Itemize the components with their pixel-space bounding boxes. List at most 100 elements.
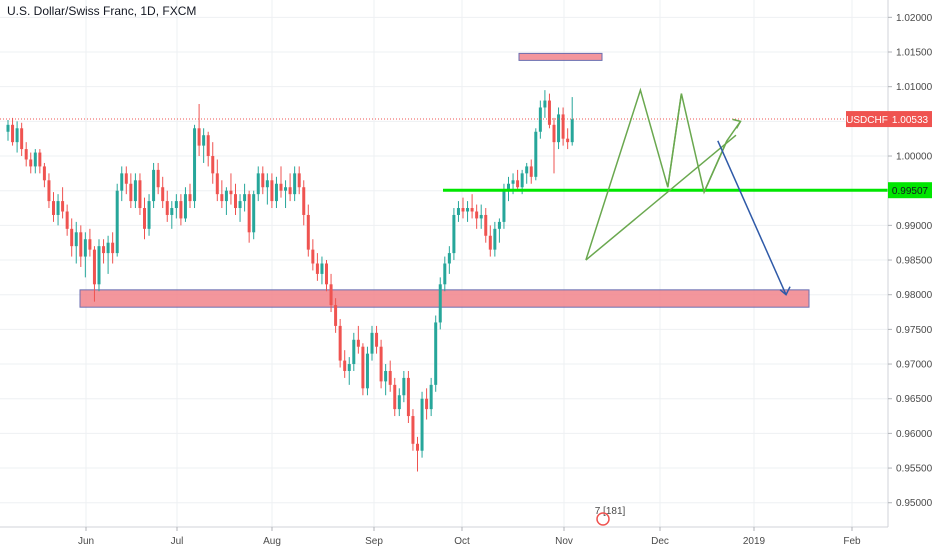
projection-arrow xyxy=(717,140,787,296)
candle-down xyxy=(129,183,133,202)
candle-up xyxy=(365,353,369,389)
candle-down xyxy=(29,159,33,167)
price-tick-label: 0.96500 xyxy=(896,394,932,405)
support-price-tag-text: 0.99507 xyxy=(892,186,929,197)
candle-up xyxy=(511,180,515,184)
price-tick-label: 0.96000 xyxy=(896,429,932,440)
chart-grid xyxy=(0,0,888,527)
candle-down xyxy=(79,232,83,257)
candle-down xyxy=(220,194,224,202)
candle-up xyxy=(543,100,547,108)
candle-up xyxy=(397,395,401,410)
candle-down xyxy=(302,187,306,215)
candle-up xyxy=(170,208,174,215)
candle-down xyxy=(261,173,265,188)
candle-up xyxy=(452,214,456,254)
candle-down xyxy=(11,124,15,143)
demand-zone xyxy=(79,289,810,308)
chart-drawings xyxy=(0,87,888,296)
event-marker-label: 7 [181] xyxy=(595,506,626,517)
candle-down xyxy=(379,346,383,382)
candle-up xyxy=(265,180,269,188)
target-zone xyxy=(518,52,603,61)
candle-up xyxy=(147,201,151,229)
candle-down xyxy=(206,135,210,157)
time-tick-label: Jun xyxy=(78,536,94,547)
candle-up xyxy=(152,169,156,202)
price-tick-label: 1.01500 xyxy=(896,48,932,59)
time-tick-label: Oct xyxy=(454,536,470,547)
current-price-tag xyxy=(888,111,932,128)
price-tick-label: 1.01000 xyxy=(896,82,932,93)
support-price-tag xyxy=(888,182,932,199)
price-tick-label: 0.98500 xyxy=(896,256,932,267)
candle-up xyxy=(570,119,574,143)
candle-down xyxy=(138,180,142,209)
candle-down xyxy=(156,169,160,188)
candle-up xyxy=(384,370,388,382)
candle-down xyxy=(416,443,419,451)
candle-up xyxy=(256,173,260,195)
candle-down xyxy=(547,100,551,125)
candle-up xyxy=(74,232,78,247)
candle-down xyxy=(234,194,237,209)
candle-down xyxy=(561,114,565,139)
candle-up xyxy=(6,124,10,132)
candle-down xyxy=(61,201,65,212)
price-tick-label: 0.99000 xyxy=(896,221,932,232)
candle-down xyxy=(306,214,310,250)
candle-up xyxy=(429,384,433,410)
candle-down xyxy=(65,211,69,229)
price-tick-label: 0.97500 xyxy=(896,325,932,336)
candle-up xyxy=(238,201,242,209)
candle-up xyxy=(115,190,119,254)
candle-up xyxy=(33,152,37,167)
candle-up xyxy=(202,135,206,146)
time-axis[interactable]: Jun Jul Aug Sep Oct Nov Dec 2019 Feb 7 [181] xyxy=(0,506,888,547)
candle-down xyxy=(143,208,146,229)
candle-down xyxy=(24,149,28,160)
price-axis[interactable]: 1.020001.015001.010001.005001.000000.995… xyxy=(887,0,932,527)
candle-down xyxy=(215,173,219,195)
candle-down xyxy=(179,201,183,219)
candlestick-series xyxy=(6,90,574,472)
candle-down xyxy=(47,180,51,202)
price-tick-label: 1.00000 xyxy=(896,152,932,163)
candle-up xyxy=(83,239,87,257)
candle-down xyxy=(52,201,55,215)
candle-up xyxy=(557,114,561,143)
candle-down xyxy=(406,377,410,417)
candle-up xyxy=(502,190,506,222)
candle-up xyxy=(284,187,288,191)
candle-down xyxy=(92,249,96,285)
candle-down xyxy=(70,228,74,247)
candle-down xyxy=(411,416,415,444)
pattern-line xyxy=(585,134,737,261)
candle-down xyxy=(188,194,192,202)
candle-up xyxy=(97,246,101,285)
candle-down xyxy=(270,180,274,202)
chart-title: U.S. Dollar/Swiss Franc, 1D, FXCM xyxy=(7,4,197,18)
candle-up xyxy=(274,183,278,202)
candle-up xyxy=(347,364,351,371)
price-tick-label: 1.02000 xyxy=(896,13,932,24)
candle-up xyxy=(106,242,110,254)
candle-down xyxy=(375,332,379,347)
event-marker-icon xyxy=(596,512,610,526)
candle-up xyxy=(434,322,438,385)
current-price-tag-text: 1.00533 xyxy=(892,115,929,126)
candle-down xyxy=(111,242,115,254)
candle-up xyxy=(479,214,483,219)
candle-down xyxy=(325,263,328,285)
candle-up xyxy=(193,128,197,202)
candle-down xyxy=(197,128,201,146)
candle-down xyxy=(388,370,392,385)
candle-down xyxy=(516,180,520,188)
candle-up xyxy=(243,194,247,202)
time-tick-label: Sep xyxy=(365,536,383,547)
time-tick-label: Dec xyxy=(651,536,669,547)
time-tick-label: Nov xyxy=(555,536,573,547)
candle-up xyxy=(133,180,137,202)
candle-down xyxy=(461,208,465,212)
